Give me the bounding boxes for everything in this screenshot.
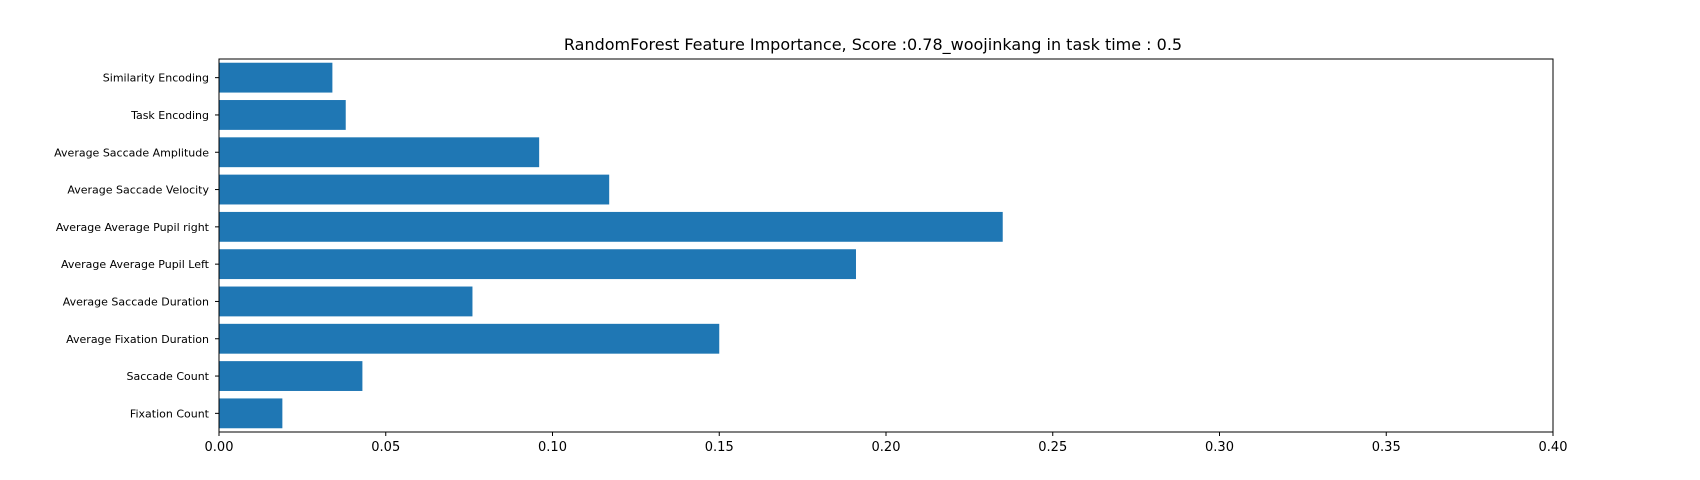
bars-layer xyxy=(219,62,1003,429)
bar-saccade-count xyxy=(219,361,363,391)
x-tick-label: 0.10 xyxy=(538,440,567,455)
chart-title: RandomForest Feature Importance, Score :… xyxy=(564,35,1182,55)
x-tick-label: 0.35 xyxy=(1372,440,1401,455)
bar-average-fixation-duration xyxy=(219,323,720,354)
x-tick-label: 0.05 xyxy=(371,440,400,455)
y-tick-label: Average Saccade Velocity xyxy=(67,184,209,197)
x-tick-label: 0.00 xyxy=(205,440,234,455)
y-tick-label: Similarity Encoding xyxy=(103,72,209,85)
x-tick-label: 0.15 xyxy=(705,440,734,455)
x-axis: 0.00 0.05 0.10 0.15 0.20 0.25 0.30 0.35 0.40 xyxy=(205,432,1568,455)
y-tick-label: Task Encoding xyxy=(130,109,209,122)
bar-task-encoding xyxy=(219,100,346,130)
bar-average-average-pupil-right xyxy=(219,211,1003,242)
y-tick-label: Average Average Pupil Left xyxy=(61,258,210,271)
y-tick-label: Average Average Pupil right xyxy=(56,221,210,234)
plot-frame xyxy=(218,58,1554,433)
y-tick-label: Average Fixation Duration xyxy=(66,333,209,346)
bar-average-saccade-duration xyxy=(219,286,473,317)
x-tick-label: 0.30 xyxy=(1205,440,1234,455)
bar-average-saccade-amplitude xyxy=(219,137,540,168)
bar-similarity-encoding xyxy=(219,62,333,93)
y-tick-label: Average Saccade Amplitude xyxy=(54,146,209,159)
y-tick-label: Saccade Count xyxy=(127,370,210,383)
y-tick-label: Average Saccade Duration xyxy=(63,295,209,308)
x-tick-label: 0.20 xyxy=(872,440,901,455)
bar-fixation-count xyxy=(219,398,283,429)
y-axis: Fixation Count Saccade Count Average Fixat… xyxy=(54,72,219,420)
x-tick-label: 0.40 xyxy=(1539,440,1568,455)
bar-average-saccade-velocity xyxy=(219,174,610,205)
bar-average-average-pupil-left xyxy=(219,249,856,280)
y-tick-label: Fixation Count xyxy=(130,407,210,420)
x-tick-label: 0.25 xyxy=(1038,440,1067,455)
